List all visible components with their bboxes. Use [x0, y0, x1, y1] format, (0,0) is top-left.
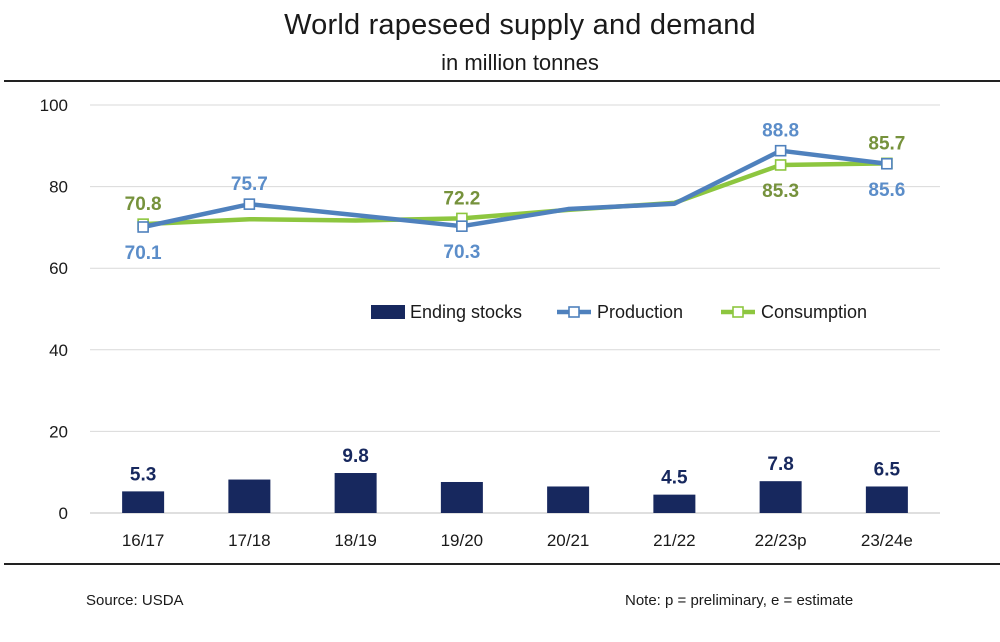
production-marker	[774, 144, 787, 157]
legend-label-consumption: Consumption	[761, 302, 867, 322]
production-data-label: 75.7	[231, 174, 268, 195]
y-tick-label: 100	[40, 96, 68, 115]
bottom-rule	[4, 563, 1000, 565]
estimate-note: Note: p = preliminary, e = estimate	[625, 592, 854, 609]
y-tick-label: 60	[49, 259, 68, 278]
bar-ending-stocks	[759, 481, 802, 513]
production-data-label: 85.6	[868, 180, 905, 201]
production-line	[140, 148, 890, 230]
consumption-data-label: 85.3	[762, 181, 799, 202]
bar-ending-stocks	[228, 479, 271, 513]
y-tick-label: 20	[49, 422, 68, 441]
legend-swatch-ending-stocks	[371, 305, 405, 319]
legend-label-ending-stocks: Ending stocks	[410, 302, 522, 322]
bar-ending-stocks	[334, 473, 377, 513]
production-data-label: 70.3	[443, 242, 480, 263]
top-rule	[4, 80, 1000, 82]
bar-ending-stocks	[865, 486, 908, 513]
bar-data-label: 6.5	[874, 459, 901, 480]
chart-subtitle: in million tonnes	[441, 50, 599, 75]
y-tick-label: 0	[59, 504, 68, 523]
x-tick-label: 20/21	[547, 531, 590, 550]
x-tick-label: 23/24e	[861, 531, 913, 550]
x-tick-label: 17/18	[228, 531, 271, 550]
consumption-marker	[774, 159, 787, 171]
consumption-data-label: 85.7	[868, 133, 905, 154]
production-marker	[456, 220, 468, 232]
x-tick-label: 19/20	[441, 531, 484, 550]
bar-data-label: 9.8	[342, 446, 368, 467]
production-data-label: 88.8	[762, 121, 799, 142]
legend-marker-consumption	[732, 306, 744, 318]
production-data-label: 70.1	[125, 243, 162, 264]
x-tick-label: 16/17	[122, 531, 165, 550]
y-tick-label: 80	[49, 178, 68, 197]
consumption-line	[140, 161, 890, 227]
bar-data-label: 5.3	[130, 464, 156, 485]
consumption-data-label: 72.2	[443, 188, 480, 209]
bar-ending-stocks	[440, 481, 483, 513]
chart-title: World rapeseed supply and demand	[284, 9, 756, 41]
legend-label-production: Production	[597, 302, 683, 322]
bar-ending-stocks	[547, 486, 590, 513]
bar-ending-stocks	[122, 491, 165, 513]
x-tick-label: 22/23p	[755, 531, 807, 550]
production-marker	[881, 157, 893, 170]
legend-marker-production	[568, 306, 580, 318]
x-tick-label: 21/22	[653, 531, 696, 550]
production-marker	[137, 221, 149, 233]
bar-data-label: 7.8	[767, 454, 793, 475]
consumption-data-label: 70.8	[125, 194, 162, 215]
source-note: Source: USDA	[86, 592, 184, 609]
x-tick-label: 18/19	[334, 531, 377, 550]
bar-data-label: 4.5	[661, 468, 688, 489]
production-marker	[243, 198, 256, 210]
bar-ending-stocks	[653, 494, 696, 513]
y-tick-label: 40	[49, 341, 68, 360]
